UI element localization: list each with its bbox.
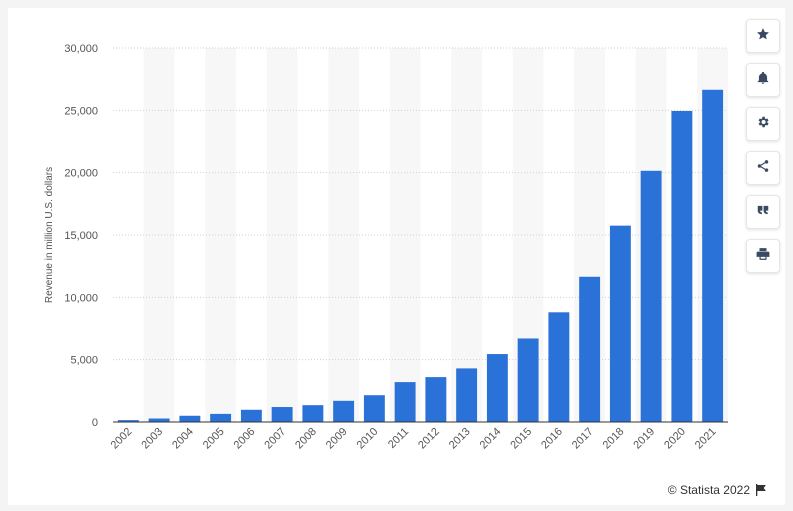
bar (394, 382, 416, 422)
x-tick-label: 2010 (355, 426, 381, 452)
x-tick-label: 2018 (601, 426, 627, 452)
x-tick-label: 2012 (416, 426, 442, 452)
share-icon (756, 159, 770, 178)
gridlines (113, 47, 728, 361)
bar (117, 420, 139, 422)
bell-icon (756, 71, 770, 90)
x-tick-label: 2013 (447, 426, 473, 452)
bar (210, 413, 232, 422)
chart-toolbar (746, 19, 780, 283)
bar-chart: 0 5,000 10,000 15,000 20,000 25,000 30,000 200… (44, 43, 728, 452)
flag-icon[interactable] (755, 484, 767, 496)
x-tick-label: 2016 (539, 426, 565, 452)
bar (671, 110, 693, 422)
bar (486, 354, 508, 422)
print-button[interactable] (746, 239, 780, 273)
x-tick-label: 2004 (170, 426, 196, 452)
x-tick-label: 2003 (139, 426, 165, 452)
gear-icon (756, 115, 770, 134)
print-icon (756, 247, 770, 266)
y-tick-label: 10,000 (64, 292, 98, 304)
quote-icon (756, 203, 770, 222)
notification-button[interactable] (746, 63, 780, 97)
cite-button[interactable] (746, 195, 780, 229)
bar (302, 405, 324, 422)
x-tick-label: 2006 (232, 426, 258, 452)
x-tick-label: 2020 (662, 426, 688, 452)
bar (702, 89, 724, 422)
bar (179, 415, 201, 422)
x-tick-label: 2015 (508, 426, 534, 452)
y-axis-ticks: 0 5,000 10,000 15,000 20,000 25,000 30,000 (64, 43, 98, 429)
y-tick-label: 5,000 (70, 355, 98, 367)
y-tick-label: 0 (92, 417, 98, 429)
bar (240, 409, 262, 422)
bar (271, 407, 293, 422)
bar (579, 276, 601, 422)
y-axis-label: Revenue in million U.S. dollars (44, 167, 55, 303)
y-tick-label: 25,000 (64, 105, 98, 117)
bar (517, 338, 539, 422)
bar (363, 395, 385, 422)
x-tick-label: 2005 (201, 426, 227, 452)
x-tick-label: 2014 (478, 426, 504, 452)
x-axis-ticks: 2002 2003 2004 2005 2006 2007 2008 2009 2010 2011… (109, 426, 719, 452)
bar (425, 377, 447, 422)
statista-credit-link[interactable]: © Statista 2022 (667, 483, 750, 497)
y-tick-label: 20,000 (64, 168, 98, 180)
x-tick-label: 2021 (693, 426, 719, 452)
source-credit: © Statista 2022 (668, 483, 767, 497)
y-tick-label: 30,000 (64, 43, 98, 55)
chart-card: 0 5,000 10,000 15,000 20,000 25,000 30,000 200… (8, 8, 785, 505)
x-tick-label: 2011 (386, 426, 411, 451)
settings-button[interactable] (746, 107, 780, 141)
bar (333, 400, 355, 422)
column-band (266, 48, 298, 422)
bar (148, 418, 170, 422)
x-tick-label: 2007 (262, 426, 288, 452)
bar (640, 170, 662, 422)
x-tick-label: 2002 (109, 426, 135, 452)
x-tick-label: 2019 (631, 426, 657, 452)
x-tick-label: 2017 (570, 426, 596, 452)
x-tick-label: 2008 (293, 426, 319, 452)
column-band (389, 48, 421, 422)
bar (609, 225, 631, 422)
bookmark-button[interactable] (746, 19, 780, 53)
column-band (143, 48, 175, 422)
bar (548, 312, 570, 422)
bar (456, 368, 478, 422)
column-shading (143, 48, 728, 422)
share-button[interactable] (746, 151, 780, 185)
star-icon (756, 27, 770, 46)
bars (117, 89, 724, 422)
y-tick-label: 15,000 (64, 230, 98, 242)
x-tick-label: 2009 (324, 426, 350, 452)
